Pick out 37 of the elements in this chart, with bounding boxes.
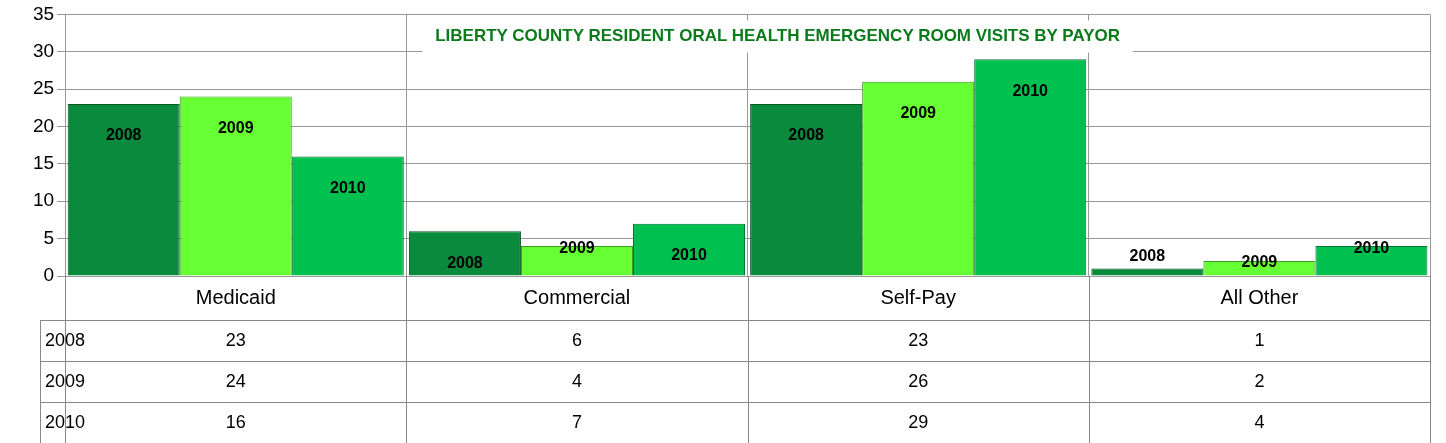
- text: 2008: [45, 330, 86, 351]
- y-tick-label: 10: [32, 189, 55, 211]
- text: 2008: [1129, 246, 1166, 264]
- y-tick-label: 5: [43, 226, 55, 248]
- data-label: 23: [225, 330, 246, 351]
- text: 2008: [788, 126, 824, 144]
- text: 2009: [217, 119, 254, 137]
- text: 2009: [45, 371, 86, 392]
- text: 2010: [1012, 81, 1048, 99]
- text: LIBERTY COUNTY RESIDENT ORAL HEALTH EMERGENCY ROOM VISITS BY PAYOR: [435, 26, 1120, 46]
- y-tick-label: 30: [32, 40, 55, 62]
- data-label: 1: [1254, 330, 1265, 351]
- data-label: 4: [1254, 412, 1265, 433]
- x-tick-label: All Other: [1220, 285, 1299, 308]
- y-tick-label: 35: [32, 2, 55, 24]
- text: 2010: [45, 412, 86, 433]
- data-label: 4: [571, 371, 582, 392]
- text: 2008: [105, 126, 142, 144]
- data-label: 26: [908, 371, 929, 392]
- y-tick-label: 25: [32, 77, 55, 99]
- data-label: 6: [571, 330, 582, 351]
- y-tick-label: 20: [32, 114, 55, 136]
- data-label: 16: [225, 412, 246, 433]
- series-label: 2008: [447, 253, 483, 271]
- x-tick-label: Self-Pay: [880, 285, 956, 308]
- x-tick-label: Medicaid: [195, 285, 276, 308]
- y-tick-label: 15: [32, 152, 55, 174]
- text: 2009: [900, 104, 936, 122]
- data-label: 23: [908, 330, 929, 351]
- data-label: 2: [1254, 371, 1265, 392]
- y-tick-label: 0: [43, 264, 55, 286]
- data-label: 29: [908, 412, 929, 433]
- data-label: 24: [225, 371, 246, 392]
- text: 2010: [671, 246, 707, 264]
- x-tick-label: Commercial: [523, 285, 631, 308]
- data-label: 7: [571, 412, 582, 433]
- text: 2010: [329, 178, 366, 196]
